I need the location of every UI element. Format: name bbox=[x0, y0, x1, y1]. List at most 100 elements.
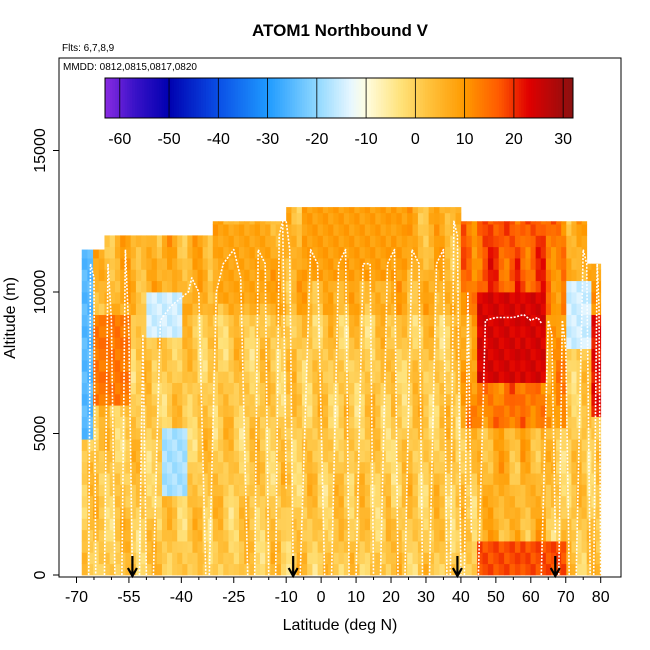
heatmap-cell bbox=[444, 473, 451, 485]
heatmap-cell bbox=[192, 292, 198, 304]
heatmap-cell bbox=[291, 258, 298, 270]
heatmap-cell bbox=[525, 235, 531, 248]
colorbar-swatch bbox=[299, 78, 303, 118]
heatmap-cell bbox=[520, 484, 526, 497]
heatmap-cell bbox=[423, 314, 430, 327]
heatmap-cell bbox=[380, 518, 387, 531]
heatmap-cell bbox=[135, 405, 142, 417]
heatmap-cell bbox=[244, 224, 250, 236]
heatmap-cell bbox=[561, 393, 567, 406]
colorbar-swatch bbox=[304, 78, 308, 118]
heatmap-cell bbox=[428, 563, 435, 576]
heatmap-cell bbox=[359, 563, 366, 576]
heatmap-cell bbox=[423, 416, 430, 429]
heatmap-cell bbox=[493, 224, 500, 236]
heatmap-cell bbox=[535, 359, 542, 372]
heatmap-cell bbox=[135, 495, 142, 508]
heatmap-cell bbox=[151, 484, 158, 497]
heatmap-cell bbox=[385, 518, 392, 531]
heatmap-cell bbox=[412, 224, 419, 236]
heatmap-cell bbox=[286, 269, 292, 282]
heatmap-cell bbox=[239, 221, 245, 225]
heatmap-cell bbox=[280, 325, 287, 338]
heatmap-cell bbox=[104, 393, 111, 406]
heatmap-cell bbox=[286, 235, 292, 248]
heatmap-cell bbox=[114, 529, 121, 542]
heatmap-cell bbox=[187, 473, 193, 485]
heatmap-cell bbox=[428, 405, 435, 417]
heatmap-cell bbox=[228, 371, 235, 383]
heatmap-cell bbox=[317, 292, 324, 304]
heatmap-cell bbox=[151, 235, 158, 248]
heatmap-cell bbox=[520, 518, 526, 531]
heatmap-cell bbox=[493, 292, 500, 304]
heatmap-cell bbox=[146, 314, 153, 327]
heatmap-cell bbox=[370, 280, 376, 293]
heatmap-cell bbox=[286, 541, 292, 553]
heatmap-cell bbox=[504, 371, 510, 383]
heatmap-cell bbox=[460, 382, 467, 395]
heatmap-cell bbox=[349, 258, 355, 270]
heatmap-cell bbox=[530, 371, 537, 383]
heatmap-cell bbox=[471, 439, 478, 451]
heatmap-cell bbox=[81, 541, 88, 553]
heatmap-cell bbox=[296, 461, 303, 474]
heatmap-cell bbox=[581, 541, 588, 553]
heatmap-cell bbox=[249, 484, 256, 497]
heatmap-cell bbox=[212, 382, 219, 395]
heatmap-cell bbox=[233, 405, 240, 417]
heatmap-cell bbox=[370, 303, 376, 316]
heatmap-cell bbox=[212, 439, 219, 451]
colorbar-swatch bbox=[270, 78, 273, 118]
heatmap-cell bbox=[223, 303, 229, 316]
heatmap-cell bbox=[239, 529, 245, 542]
heatmap-cell bbox=[307, 382, 313, 395]
heatmap-cell bbox=[228, 507, 235, 519]
heatmap-cell bbox=[571, 518, 577, 531]
heatmap-cell bbox=[434, 269, 440, 282]
heatmap-cell bbox=[444, 280, 451, 293]
heatmap-cell bbox=[591, 552, 597, 565]
heatmap-cell bbox=[87, 563, 94, 576]
heatmap-cell bbox=[254, 450, 261, 463]
heatmap-cell bbox=[545, 427, 552, 440]
heatmap-cell bbox=[396, 212, 403, 225]
heatmap-cell bbox=[291, 212, 298, 225]
heatmap-cell bbox=[571, 416, 577, 429]
heatmap-cell bbox=[259, 224, 266, 236]
heatmap-cell bbox=[450, 416, 456, 429]
heatmap-cell bbox=[161, 359, 168, 372]
heatmap-cell bbox=[223, 518, 229, 531]
heatmap-cell bbox=[104, 495, 111, 508]
heatmap-cell bbox=[556, 473, 562, 485]
colorbar-swatch bbox=[161, 78, 165, 118]
heatmap-cell bbox=[343, 207, 350, 214]
heatmap-cell bbox=[167, 337, 173, 349]
heatmap-cell bbox=[312, 552, 319, 565]
heatmap-cell bbox=[482, 314, 489, 327]
heatmap-cell bbox=[239, 541, 245, 553]
heatmap-cell bbox=[182, 280, 188, 293]
heatmap-cell bbox=[450, 552, 456, 565]
heatmap-cell bbox=[233, 439, 240, 451]
heatmap-cell bbox=[412, 212, 419, 225]
heatmap-cell bbox=[561, 221, 567, 225]
heatmap-cell bbox=[212, 246, 219, 259]
heatmap-cell bbox=[460, 269, 467, 282]
x-tick-label: -55 bbox=[117, 589, 140, 606]
heatmap-cell bbox=[380, 552, 387, 565]
heatmap-cell bbox=[576, 280, 583, 293]
heatmap-cell bbox=[525, 484, 531, 497]
heatmap-cell bbox=[434, 280, 440, 293]
heatmap-cell bbox=[192, 314, 198, 327]
heatmap-cell bbox=[545, 371, 552, 383]
heatmap-cell bbox=[514, 563, 521, 576]
heatmap-cell bbox=[301, 224, 308, 236]
heatmap-cell bbox=[354, 269, 360, 282]
heatmap-cell bbox=[197, 484, 204, 497]
heatmap-cell bbox=[576, 221, 583, 225]
heatmap-cell bbox=[135, 303, 142, 316]
heatmap-cell bbox=[265, 292, 271, 304]
heatmap-cell bbox=[385, 450, 392, 463]
heatmap-cell bbox=[514, 269, 521, 282]
